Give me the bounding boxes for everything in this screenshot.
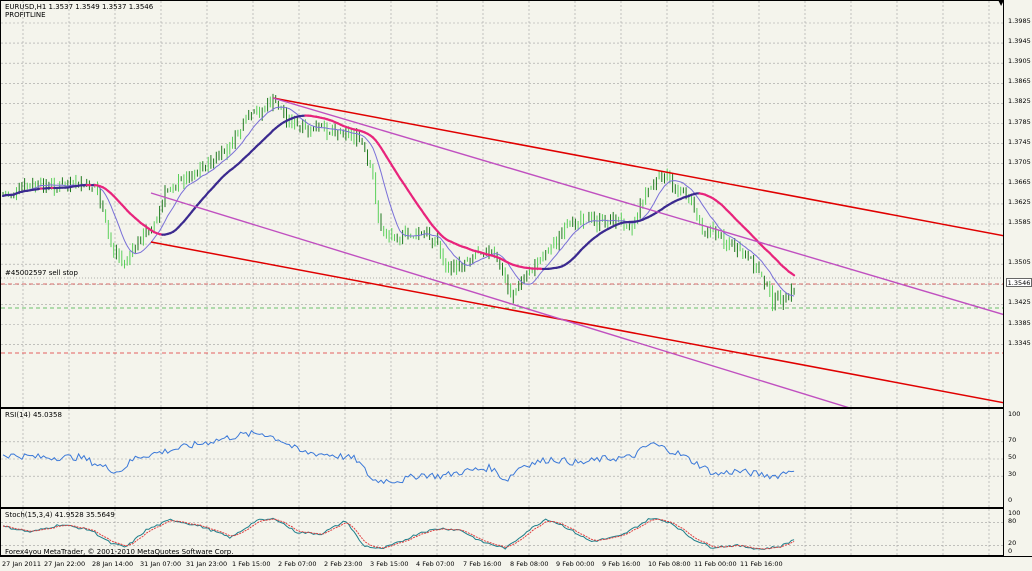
price-tick: 1.3825 [1008,98,1031,105]
price-tick: 1.3705 [1008,159,1031,166]
time-tick: 2 Feb 23:00 [324,560,363,568]
rsi-axis: 100 70 50 30 0 [1004,408,1032,508]
price-tick: 1.3385 [1008,320,1031,327]
price-chart-pane[interactable]: EURUSD,H1 1.3537 1.3549 1.3537 1.3546 PR… [0,0,1004,408]
time-tick: 3 Feb 15:00 [370,560,409,568]
price-axis: 1.3985 1.3945 1.3905 1.3865 1.3825 1.3785 1.37… [1004,0,1032,408]
rsi-pane[interactable]: RSI(14) 45.0358 [0,408,1004,508]
stochastic-pane[interactable]: Stoch(15,3,4) 41.9528 35.5649 Forex4you … [0,508,1004,556]
price-tick: 1.3585 [1008,219,1031,226]
stoch-tick: 80 [1008,518,1016,525]
price-tick: 1.3745 [1008,139,1031,146]
price-tick: 1.3985 [1008,18,1031,25]
rsi-line [3,431,794,484]
time-tick: 27 Jan 2011 [2,560,41,568]
channel-mid-violet [273,98,1004,315]
channel-lower-red [151,242,1004,403]
chart-shift-arrow-icon[interactable]: ▼ [998,0,1004,7]
rsi-tick: 100 [1008,411,1020,418]
copyright-label: Forex4you MetaTrader, © 2001-2010 MetaQu… [5,548,233,556]
price-tick: 1.3945 [1008,38,1031,45]
ma-slow-segment [791,273,794,275]
stochastic-label: Stoch(15,3,4) 41.9528 35.5649 [5,511,115,519]
rsi-tick: 30 [1008,471,1016,478]
time-tick: 10 Feb 08:00 [648,560,691,568]
stoch-tick: 100 [1008,510,1020,517]
stoch-signal-line [3,519,794,549]
price-tick: 1.3865 [1008,78,1031,85]
time-tick: 8 Feb 08:00 [510,560,549,568]
time-tick: 2 Feb 07:00 [278,560,317,568]
rsi-tick: 70 [1008,437,1016,444]
price-tick: 1.3345 [1008,340,1031,347]
time-tick: 4 Feb 07:00 [416,560,455,568]
channel-upper-red [273,98,1004,236]
time-tick: 31 Jan 23:00 [186,560,227,568]
time-tick: 1 Feb 15:00 [232,560,271,568]
time-tick: 31 Jan 07:00 [140,560,181,568]
time-tick: 28 Jan 14:00 [92,560,133,568]
time-tick: 27 Jan 22:00 [44,560,85,568]
time-tick: 11 Feb 00:00 [694,560,737,568]
price-tick: 1.3785 [1008,119,1031,126]
price-tick: 1.3665 [1008,179,1031,186]
candles-group [3,94,794,311]
rsi-tick: 0 [1008,497,1012,504]
price-tick: 1.3505 [1008,259,1031,266]
rsi-canvas [1,409,1004,508]
time-tick: 7 Feb 16:00 [463,560,502,568]
stoch-tick: 0 [1008,548,1012,555]
order-label: #45002597 sell stop [5,269,78,277]
time-tick: 9 Feb 00:00 [556,560,595,568]
rsi-tick: 50 [1008,454,1016,461]
current-price-marker: 1.3546 [1006,278,1032,287]
indicator-name-label: PROFITLINE [5,11,46,19]
price-chart-canvas[interactable] [1,1,1004,408]
time-tick: 11 Feb 16:00 [740,560,783,568]
symbol-ohlc-label: EURUSD,H1 1.3537 1.3549 1.3537 1.3546 [5,3,153,11]
time-tick: 9 Feb 16:00 [602,560,641,568]
price-tick: 1.3905 [1008,58,1031,65]
rsi-label: RSI(14) 45.0358 [5,411,62,419]
price-tick: 1.3625 [1008,199,1031,206]
price-tick: 1.3425 [1008,299,1031,306]
channel-lower-violet [151,193,853,408]
